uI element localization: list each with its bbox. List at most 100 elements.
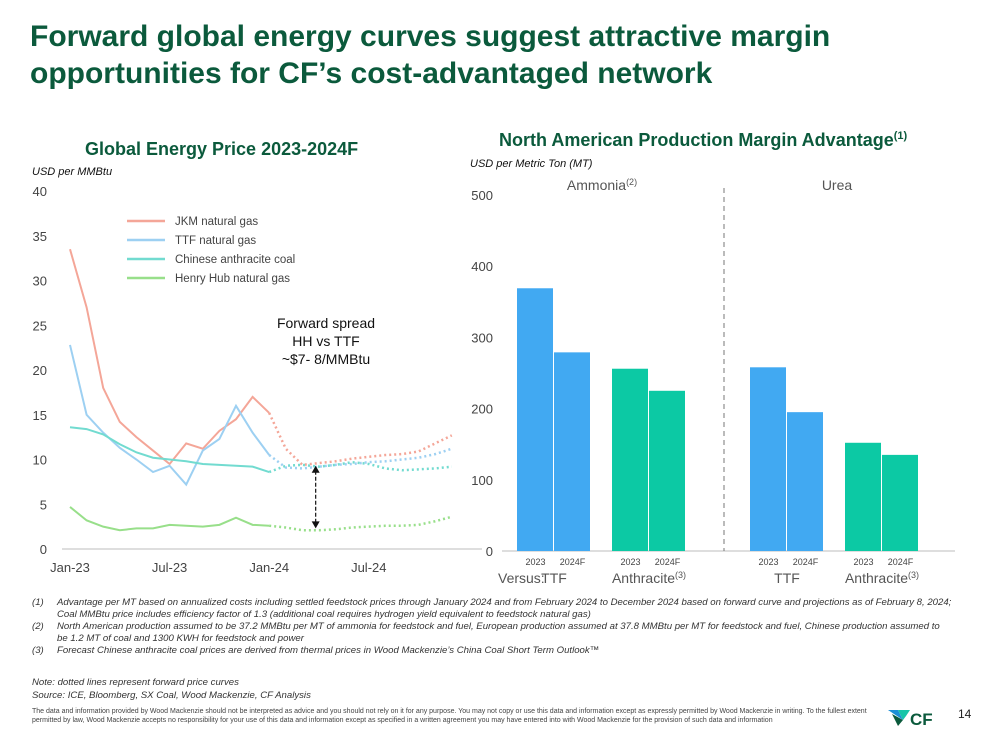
bar-year-label: 2024F <box>793 557 819 567</box>
cf-logo: CF <box>888 710 933 729</box>
y-tick-label: 100 <box>471 473 493 488</box>
legend-label: JKM natural gas <box>175 216 258 228</box>
series-jkm-natural-gas <box>69 248 453 467</box>
bar-ammonia-anthracite-2024f <box>649 390 685 551</box>
series-chinese-anthracite-coal <box>69 426 452 474</box>
series-actual-line <box>69 344 271 487</box>
spread-arrow-head-down <box>311 521 320 529</box>
x-tick-label: Jul-23 <box>152 560 187 575</box>
slide-title: Forward global energy curves suggest att… <box>30 20 831 90</box>
product-name: Ammonia <box>567 177 626 193</box>
product-name: Urea <box>822 177 853 193</box>
bar-ammonia-ttf-2023 <box>517 288 553 551</box>
footnotes: (1) Advantage per MT based on annualized … <box>32 597 952 657</box>
y-tick-label: 0 <box>486 544 493 559</box>
disclaimer: The data and information provided by Woo… <box>32 708 867 724</box>
comparison-label: Anthracite(3) <box>612 570 686 586</box>
line-chart-title: Global Energy Price 2023-2024F <box>85 139 359 159</box>
product-label: Urea <box>822 177 853 193</box>
series-forward-line <box>268 412 453 467</box>
comparison-label: TTF <box>774 570 800 586</box>
spread-arrow-head-up <box>311 465 320 473</box>
series-henry-hub-natural-gas <box>69 506 453 532</box>
comparison-superscript: (3) <box>675 570 686 580</box>
legend-label: TTF natural gas <box>175 235 256 247</box>
comparison-label: TTF <box>541 570 567 586</box>
footnote-text: North American production assumed to be … <box>57 621 940 645</box>
x-tick-label: Jan-23 <box>50 560 90 575</box>
series-actual-line <box>69 506 270 532</box>
bar-year-label: 2024F <box>655 557 681 567</box>
footnote-number: (2) <box>32 621 44 633</box>
versus-label: Versus: <box>498 570 545 586</box>
bar-year-label: 2023 <box>758 557 778 567</box>
bar-year-label: 2024F <box>560 557 586 567</box>
footnote-number: (1) <box>32 597 44 608</box>
bar-urea-anthracite-2023 <box>845 442 881 551</box>
bar-chart: 0 100 200 300 400 500 Versus: Ammonia(2) 2023 202… <box>471 177 955 586</box>
footnote: (3) Forecast Chinese anthracite coal pric… <box>32 645 952 657</box>
bar-urea-anthracite-2024f <box>882 454 918 551</box>
annotation-text: ~$7- 8/MMBtu <box>282 351 370 367</box>
product-label: Ammonia(2) <box>567 177 637 193</box>
comparison-superscript: (3) <box>908 570 919 580</box>
series-forward-line <box>268 447 453 470</box>
line-chart-unit: USD per MMBtu <box>32 166 113 178</box>
y-tick-label: 200 <box>471 402 493 417</box>
x-tick-label: Jul-24 <box>351 560 386 575</box>
bar-chart-title-superscript: (1) <box>893 130 908 142</box>
logo-wordmark: CF <box>910 710 933 729</box>
footnote-text: Advantage per MT based on annualized cos… <box>57 597 952 621</box>
x-tick-label: Jan-24 <box>249 560 289 575</box>
notes: Note: dotted lines represent forward pri… <box>32 676 632 702</box>
legend-label: Chinese anthracite coal <box>175 254 295 266</box>
annotation-text: Forward spread <box>277 315 375 331</box>
bar-urea-ttf-2024f <box>787 412 823 551</box>
y-tick-label: 5 <box>40 497 47 512</box>
series-actual-line <box>69 426 270 473</box>
y-tick-label: 30 <box>33 274 47 289</box>
bar-chart-title-text: North American Production Margin Advanta… <box>499 130 894 150</box>
y-tick-label: 15 <box>33 408 47 423</box>
footnote: (2) North American production assumed to … <box>32 621 952 645</box>
series-actual-line <box>69 248 270 466</box>
comparison-name: TTF <box>541 570 567 586</box>
footnote-text: Forecast Chinese anthracite coal prices … <box>57 645 600 657</box>
y-tick-label: 35 <box>33 229 47 244</box>
bar-ammonia-ttf-2024f <box>554 352 590 551</box>
bar-year-label: 2023 <box>620 557 640 567</box>
source-note: Source: ICE, Bloomberg, SX Coal, Wood Ma… <box>32 690 311 701</box>
y-tick-label: 400 <box>471 259 493 274</box>
bar-chart-title: North American Production Margin Advanta… <box>499 130 907 151</box>
series-ttf-natural-gas <box>69 344 453 487</box>
y-tick-label: 40 <box>33 184 47 199</box>
logo-green-facet <box>892 714 903 726</box>
bar-year-label: 2023 <box>525 557 545 567</box>
series-forward-line <box>269 515 453 532</box>
line-chart: 0 5 10 15 20 25 30 35 40 Jan-23 Jul-23 Jan-24 Jul-24… <box>33 184 482 575</box>
annotation-text: HH vs TTF <box>292 333 359 349</box>
bar-year-label: 2023 <box>853 557 873 567</box>
y-tick-label: 0 <box>40 542 47 557</box>
logo-teal-facet <box>898 710 910 720</box>
y-tick-label: 25 <box>33 318 47 333</box>
bar-chart-unit: USD per Metric Ton (MT) <box>470 158 593 170</box>
y-tick-label: 300 <box>471 330 493 345</box>
footnote: (1) Advantage per MT based on annualized … <box>32 597 952 621</box>
comparison-name: Anthracite <box>612 570 675 586</box>
bar-ammonia-anthracite-2023 <box>612 368 648 551</box>
page-number: 14 <box>958 707 972 721</box>
y-tick-label: 20 <box>33 363 47 378</box>
comparison-label: Anthracite(3) <box>845 570 919 586</box>
footnote-number: (3) <box>32 645 44 657</box>
legend-label: Henry Hub natural gas <box>175 273 290 285</box>
series-forward-line <box>268 460 452 474</box>
bar-urea-ttf-2023 <box>750 367 786 551</box>
product-superscript: (2) <box>626 177 637 187</box>
comparison-name: TTF <box>774 570 800 586</box>
y-tick-label: 500 <box>471 188 493 203</box>
dotted-lines-note: Note: dotted lines represent forward pri… <box>32 677 239 688</box>
y-tick-label: 10 <box>33 453 47 468</box>
comparison-name: Anthracite <box>845 570 908 586</box>
bar-year-label: 2024F <box>888 557 914 567</box>
